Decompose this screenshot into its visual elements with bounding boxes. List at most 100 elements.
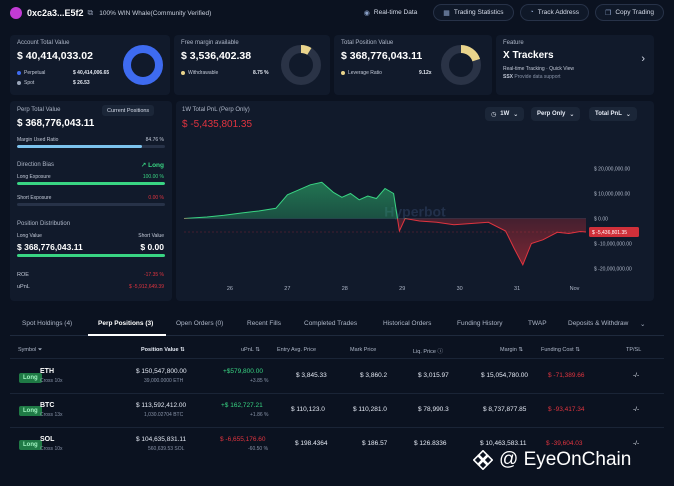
tpsl[interactable]: -/-	[633, 406, 640, 413]
margin-used-pct: 84.76 %	[145, 137, 164, 143]
realtime-data-button[interactable]: ◉ Real-time Data	[363, 9, 418, 17]
position-value: $ 368,776,043.11	[341, 50, 423, 62]
funding-cost: $ -93,417.34	[548, 406, 585, 413]
margin-donut-track	[281, 45, 321, 85]
header-funding-cost[interactable]: Funding Cost ⇅	[541, 347, 580, 353]
feature-label: Feature	[503, 40, 524, 46]
entry-price: $ 3,845.33	[296, 372, 327, 379]
x-tick-label: 30	[457, 286, 463, 292]
header-mark-price: Mark Price	[350, 347, 377, 353]
funding-cost: $ -71,389.66	[548, 372, 585, 379]
short-value: $ 0.00	[140, 242, 164, 252]
tab-perp-positions[interactable]: Perp Positions (3)	[98, 320, 154, 327]
symbol[interactable]: SOL	[40, 436, 55, 443]
tab-deposits-withdraw[interactable]: Deposits & Withdraw	[568, 320, 629, 327]
clock-icon: ◷	[491, 111, 497, 118]
tpsl[interactable]: -/-	[633, 440, 640, 447]
header-liq-price[interactable]: Liq. Price ⓘ	[413, 349, 443, 355]
bell-icon: ◔	[529, 9, 534, 16]
tab-recent-fills[interactable]: Recent Fills	[247, 320, 281, 327]
feature-card[interactable]: Feature X Trackers Real-time Tracking · …	[496, 35, 654, 95]
track-address-button[interactable]: ◔ Track Address	[519, 4, 590, 21]
chevron-down-icon: ⌄	[625, 111, 631, 118]
perpetual-dot-icon	[17, 71, 21, 75]
position-label: Total Position Value	[341, 40, 394, 46]
margin-card: Free margin available $ 3,536,402.38 Wit…	[174, 35, 330, 95]
margin-mode: Cross 13x	[40, 412, 63, 418]
symbol[interactable]: ETH	[40, 368, 54, 375]
wallet-avatar-icon	[10, 7, 22, 19]
tpsl[interactable]: -/-	[633, 372, 640, 379]
x-tick-label: 28	[342, 286, 348, 292]
row-divider	[10, 427, 664, 428]
upnl-pct: +1.86 %	[250, 412, 269, 418]
copy-trading-button[interactable]: ❐ Copy Trading	[595, 4, 664, 21]
side-badge: Long	[19, 440, 42, 450]
x-tick-label: 26	[227, 286, 233, 292]
filter-icon[interactable]: ⏷	[37, 347, 43, 353]
scope-select[interactable]: Perp Only ⌄	[531, 107, 581, 121]
position-distribution-label: Position Distribution	[17, 221, 71, 227]
pnl-negative-area	[184, 218, 586, 265]
whale-tag: 100% WIN Whale(Community Verified)	[99, 9, 212, 17]
spot-dot-icon	[17, 81, 21, 85]
margin-used-bar	[17, 145, 165, 148]
long-exposure-label: Long Exposure	[17, 174, 51, 180]
long-exposure-bar-fill	[17, 182, 165, 185]
copy-icon[interactable]: ⧉	[87, 8, 94, 17]
leverage-row: Leverage Ratio 9.12x	[341, 70, 432, 76]
stats-icon: ▦	[443, 9, 450, 17]
account-label: Account Total Value	[17, 40, 70, 46]
header-position-value[interactable]: Position Value ⇅	[141, 347, 185, 353]
short-value-label: Short Value	[138, 233, 164, 239]
margin-value: $ 3,536,402.38	[181, 50, 252, 62]
position-card: Total Position Value $ 368,776,043.11 Le…	[334, 35, 492, 95]
tab-historical-orders[interactable]: Historical Orders	[383, 320, 432, 327]
margin-mode: Cross 10x	[40, 378, 63, 384]
sort-icon: ⇅	[575, 347, 580, 353]
side-badge: Long	[19, 373, 42, 383]
header-divider	[10, 358, 664, 359]
current-value-tag	[589, 227, 639, 237]
header-tpsl: TP/SL	[626, 347, 642, 353]
mark-price: $ 110,281.0	[353, 406, 387, 413]
chart-title: 1W Total PnL (Perp Only)	[182, 107, 250, 113]
tab-open-orders[interactable]: Open Orders (0)	[176, 320, 224, 327]
tab-twap[interactable]: TWAP	[528, 320, 547, 327]
liq-price: $ 126.8336	[414, 440, 447, 447]
short-exposure-label: Short Exposure	[17, 195, 52, 201]
x-tick-label: 27	[284, 286, 290, 292]
side-badge: Long	[19, 406, 42, 416]
pnl-series-line-positive	[183, 181, 409, 219]
chart-current-value: $ -5,435,801.35	[182, 119, 253, 130]
margin: $ 8,737,877.85	[483, 406, 527, 413]
tab-spot-holdings[interactable]: Spot Holdings (4)	[22, 320, 73, 327]
tab-completed-trades[interactable]: Completed Trades	[304, 320, 358, 327]
header-symbol[interactable]: Symbol ⏷	[18, 347, 43, 353]
pnl-chart-panel: 1W Total PnL (Perp Only) $ -5,435,801.35…	[176, 101, 654, 301]
margin-used-label: Margin Used Ratio	[17, 137, 59, 143]
short-exposure-pct: 0.00 %	[148, 195, 164, 201]
top-bar: 0xc2a3...E5f2 ⧉ 100% WIN Whale(Community…	[0, 0, 674, 26]
header-upnl[interactable]: uPnL ⇅	[241, 347, 260, 353]
margin-donut-arc	[281, 45, 321, 85]
y-tick-label: $ -10,000,000.00	[594, 242, 632, 248]
copy-trade-icon: ❐	[605, 9, 612, 17]
current-positions-pill[interactable]: Current Positions	[102, 105, 155, 116]
row-divider	[10, 393, 664, 394]
margin-used-bar-fill	[17, 145, 143, 148]
metric-select[interactable]: Total PnL ⌄	[589, 107, 637, 121]
broadcast-icon: ◉	[363, 9, 370, 17]
chevron-right-icon[interactable]: ›	[641, 53, 645, 65]
timeframe-select[interactable]: ◷ 1W ⌄	[485, 107, 525, 121]
tab-funding-history[interactable]: Funding History	[457, 320, 503, 327]
trading-statistics-button[interactable]: ▦ Trading Statistics	[433, 4, 514, 21]
upnl-value: $ -5,912,649.39	[128, 284, 164, 290]
y-tick-label: $ 0.00	[594, 217, 608, 223]
upnl: +$ 162,727.21	[221, 402, 263, 409]
symbol[interactable]: BTC	[40, 402, 55, 409]
tabs-more-chevron-icon[interactable]: ⌄	[640, 321, 646, 328]
sort-icon: ⇅	[180, 347, 185, 353]
header-margin[interactable]: Margin ⇅	[500, 347, 523, 353]
wallet-address[interactable]: 0xc2a3...E5f2	[27, 8, 84, 18]
